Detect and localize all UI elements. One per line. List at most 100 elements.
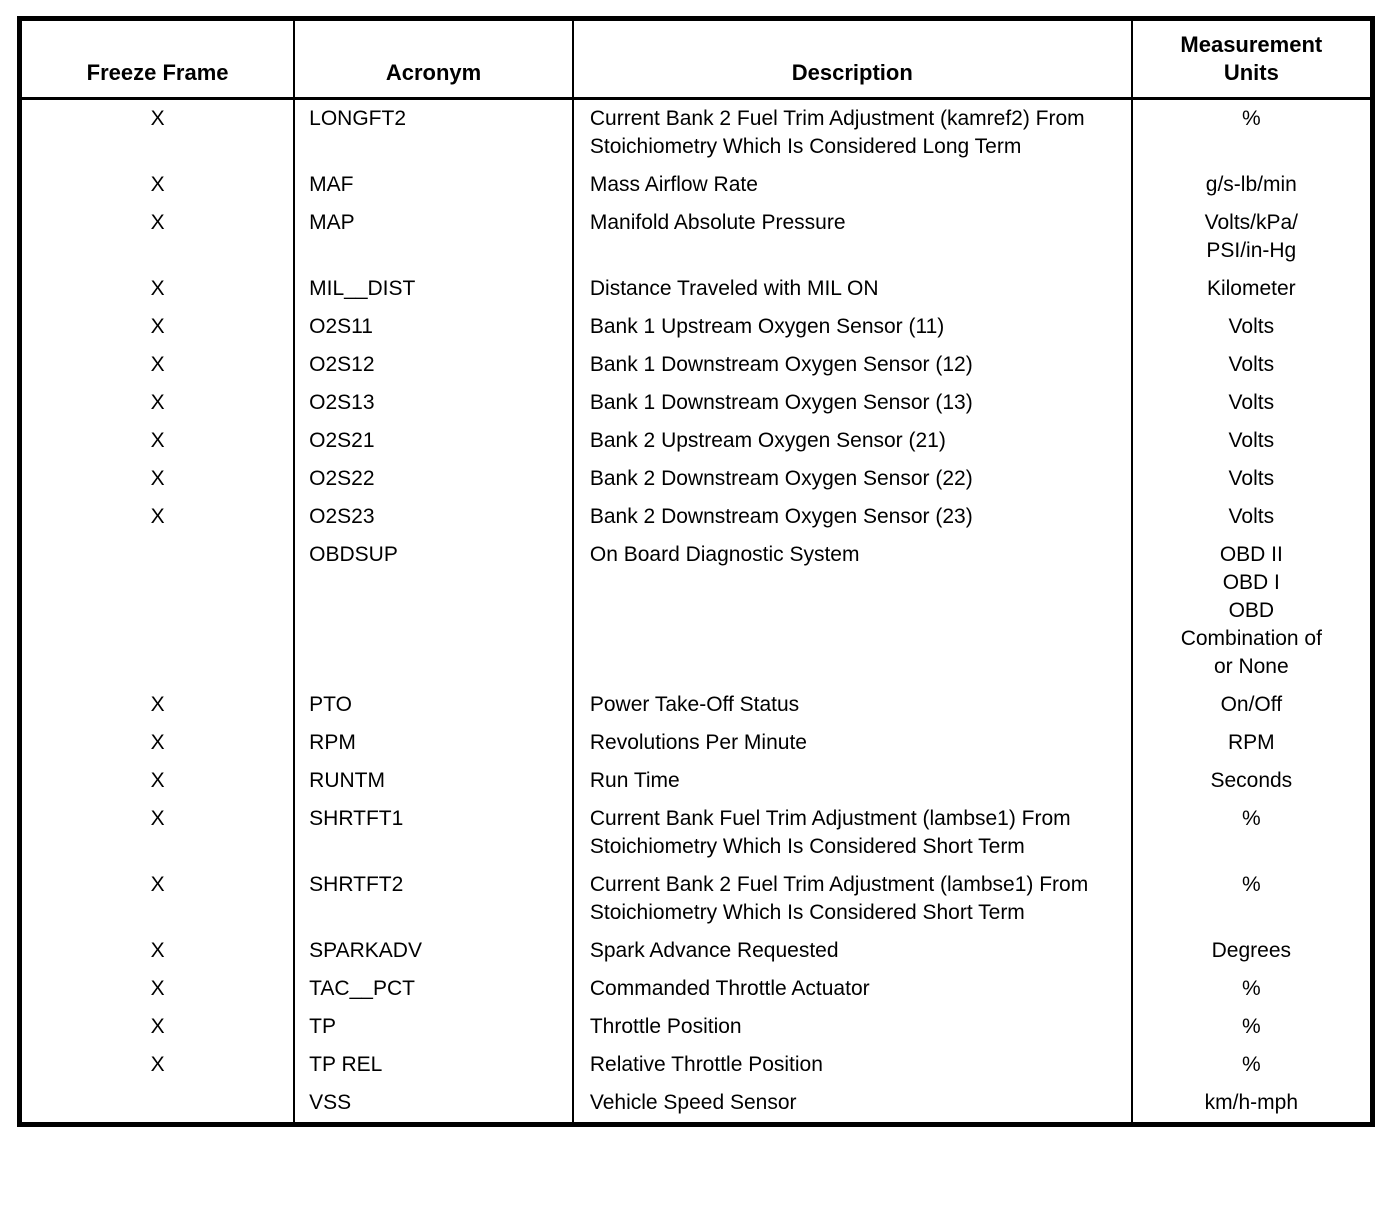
header-description: Description xyxy=(571,18,1133,100)
description-cell: Run Time xyxy=(571,762,1133,800)
header-row: Freeze Frame Acronym Description Measure… xyxy=(18,18,1374,100)
acronym-cell: SPARKADV xyxy=(293,932,574,970)
units-cell: km/h-mph xyxy=(1130,1084,1374,1125)
table-body: X LONGFT2 Current Bank 2 Fuel Trim Adjustm… xyxy=(18,98,1374,1125)
acronym-cell: MAP xyxy=(293,204,574,270)
units-cell: % xyxy=(1130,970,1374,1008)
table-row: X O2S23 Bank 2 Downstream Oxygen Sensor (2… xyxy=(18,498,1374,536)
acronym-cell: MAF xyxy=(293,166,574,204)
acronym-cell: O2S11 xyxy=(293,308,574,346)
table-row: X TP Throttle Position% xyxy=(18,1008,1374,1046)
description-cell: Bank 1 Upstream Oxygen Sensor (11) xyxy=(571,308,1133,346)
units-cell: % xyxy=(1130,1008,1374,1046)
units-cell: Kilometer xyxy=(1130,270,1374,308)
description-cell: Mass Airflow Rate xyxy=(571,166,1133,204)
description-cell: Commanded Throttle Actuator xyxy=(571,970,1133,1008)
table-row: X O2S13 Bank 1 Downstream Oxygen Sensor (1… xyxy=(18,384,1374,422)
freeze-frame-cell: X xyxy=(18,932,296,970)
freeze-frame-cell: X xyxy=(18,166,296,204)
acronym-cell: O2S12 xyxy=(293,346,574,384)
acronym-cell: SHRTFT2 xyxy=(293,866,574,932)
table-row: OBDSUP On Board Diagnostic System OBD II O… xyxy=(18,536,1374,686)
units-cell: Volts xyxy=(1130,498,1374,536)
description-cell: Relative Throttle Position xyxy=(571,1046,1133,1084)
header-freeze-frame: Freeze Frame xyxy=(18,18,296,100)
table-row: X LONGFT2 Current Bank 2 Fuel Trim Adjustm… xyxy=(18,98,1374,166)
acronym-cell: O2S13 xyxy=(293,384,574,422)
table-row: X O2S11 Bank 1 Upstream Oxygen Sensor (11)… xyxy=(18,308,1374,346)
freeze-frame-cell: X xyxy=(18,98,296,166)
acronym-cell: TAC__PCT xyxy=(293,970,574,1008)
table-row: X O2S12 Bank 1 Downstream Oxygen Sensor (1… xyxy=(18,346,1374,384)
units-cell: RPM xyxy=(1130,724,1374,762)
description-cell: Throttle Position xyxy=(571,1008,1133,1046)
table-row: X RUNTM Run Time Seconds xyxy=(18,762,1374,800)
table-row: X TP REL Relative Throttle Position% xyxy=(18,1046,1374,1084)
acronym-cell: LONGFT2 xyxy=(293,98,574,166)
units-cell: Volts xyxy=(1130,460,1374,498)
description-cell: Bank 2 Downstream Oxygen Sensor (23) xyxy=(571,498,1133,536)
acronym-cell: PTO xyxy=(293,686,574,724)
freeze-frame-cell: X xyxy=(18,800,296,866)
freeze-frame-cell: X xyxy=(18,866,296,932)
description-cell: Distance Traveled with MIL ON xyxy=(571,270,1133,308)
description-cell: Power Take-Off Status xyxy=(571,686,1133,724)
units-cell: Volts xyxy=(1130,422,1374,460)
description-cell: Spark Advance Requested xyxy=(571,932,1133,970)
table-row: X SHRTFT2 Current Bank 2 Fuel Trim Adjustm… xyxy=(18,866,1374,932)
header-acronym: Acronym xyxy=(293,18,574,100)
freeze-frame-cell: X xyxy=(18,498,296,536)
acronym-cell: MIL__DIST xyxy=(293,270,574,308)
table-row: X MAP Manifold Absolute Pressure Volts/kPa/… xyxy=(18,204,1374,270)
description-cell: Bank 1 Downstream Oxygen Sensor (12) xyxy=(571,346,1133,384)
acronym-cell: RUNTM xyxy=(293,762,574,800)
units-cell: OBD II OBD I OBD Combination of or None xyxy=(1130,536,1374,686)
description-cell: Current Bank 2 Fuel Trim Adjustment (lam… xyxy=(571,866,1133,932)
parameter-table: Freeze Frame Acronym Description Measure… xyxy=(17,16,1375,1127)
units-cell: % xyxy=(1130,98,1374,166)
freeze-frame-cell: X xyxy=(18,346,296,384)
freeze-frame-cell xyxy=(18,1084,296,1125)
description-cell: Revolutions Per Minute xyxy=(571,724,1133,762)
acronym-cell: SHRTFT1 xyxy=(293,800,574,866)
table-row: X TAC__PCT Commanded Throttle Actuator% xyxy=(18,970,1374,1008)
description-cell: Manifold Absolute Pressure xyxy=(571,204,1133,270)
units-cell: Seconds xyxy=(1130,762,1374,800)
description-cell: Vehicle Speed Sensor xyxy=(571,1084,1133,1125)
acronym-cell: O2S23 xyxy=(293,498,574,536)
table-row: X SPARKADV Spark Advance Requested Degrees xyxy=(18,932,1374,970)
units-cell: Volts xyxy=(1130,308,1374,346)
header-measurement-units: Measurement Units xyxy=(1130,18,1374,100)
units-cell: Degrees xyxy=(1130,932,1374,970)
freeze-frame-cell: X xyxy=(18,308,296,346)
table-row: X O2S21 Bank 2 Upstream Oxygen Sensor (21)… xyxy=(18,422,1374,460)
freeze-frame-cell: X xyxy=(18,204,296,270)
table-row: X SHRTFT1 Current Bank Fuel Trim Adjustmen… xyxy=(18,800,1374,866)
acronym-cell: TP xyxy=(293,1008,574,1046)
table-row: VSS Vehicle Speed Sensor km/h-mph xyxy=(18,1084,1374,1125)
freeze-frame-cell: X xyxy=(18,724,296,762)
freeze-frame-cell: X xyxy=(18,422,296,460)
units-cell: % xyxy=(1130,1046,1374,1084)
units-cell: Volts xyxy=(1130,384,1374,422)
table-row: X O2S22 Bank 2 Downstream Oxygen Sensor (2… xyxy=(18,460,1374,498)
description-cell: Current Bank 2 Fuel Trim Adjustment (kam… xyxy=(571,98,1133,166)
table-row: X PTO Power Take-Off Status On/Off xyxy=(18,686,1374,724)
description-cell: On Board Diagnostic System xyxy=(571,536,1133,686)
freeze-frame-cell: X xyxy=(18,970,296,1008)
acronym-cell: O2S21 xyxy=(293,422,574,460)
table-header: Freeze Frame Acronym Description Measure… xyxy=(18,18,1374,100)
units-cell: Volts/kPa/ PSI/in-Hg xyxy=(1130,204,1374,270)
description-cell: Bank 2 Downstream Oxygen Sensor (22) xyxy=(571,460,1133,498)
description-cell: Bank 1 Downstream Oxygen Sensor (13) xyxy=(571,384,1133,422)
units-cell: % xyxy=(1130,800,1374,866)
table-row: X MIL__DIST Distance Traveled with MIL ON K… xyxy=(18,270,1374,308)
freeze-frame-cell: X xyxy=(18,1046,296,1084)
acronym-cell: O2S22 xyxy=(293,460,574,498)
freeze-frame-cell: X xyxy=(18,384,296,422)
freeze-frame-cell: X xyxy=(18,762,296,800)
acronym-cell: RPM xyxy=(293,724,574,762)
table-row: X RPM Revolutions Per Minute RPM xyxy=(18,724,1374,762)
description-cell: Current Bank Fuel Trim Adjustment (lambs… xyxy=(571,800,1133,866)
acronym-cell: VSS xyxy=(293,1084,574,1125)
